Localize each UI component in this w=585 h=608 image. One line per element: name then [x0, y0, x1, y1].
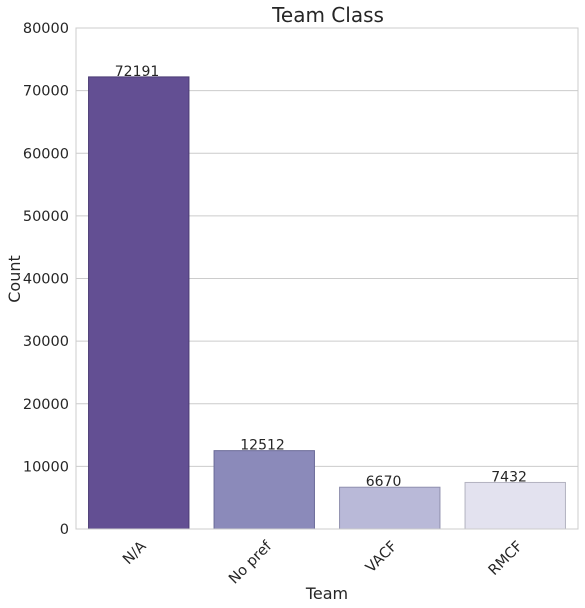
x-tick-label: VACF [363, 539, 401, 577]
x-axis-label: Team [305, 584, 348, 603]
y-tick-label: 50000 [23, 209, 69, 225]
y-tick-label: 60000 [23, 146, 69, 162]
plot-frame [75, 27, 579, 530]
bar-value-label: 6670 [366, 474, 402, 490]
y-tick-label: 30000 [23, 334, 69, 350]
y-tick-label: 0 [60, 522, 69, 538]
bar-value-label: 12512 [240, 438, 285, 454]
y-axis-ticks: 0 10000 20000 30000 40000 50000 60000 70000 8000… [23, 21, 69, 538]
data-labels: 72191 12512 6670 7432 [115, 64, 527, 490]
y-tick-label: 10000 [23, 459, 69, 475]
chart-title: Team Class [271, 3, 384, 27]
y-tick-label: 20000 [23, 397, 69, 413]
bar [88, 76, 190, 530]
bar [339, 486, 441, 530]
bar-value-label: 7432 [491, 469, 527, 485]
bar [213, 450, 315, 530]
y-tick-label: 70000 [23, 84, 69, 100]
bars [88, 76, 566, 530]
x-tick-label: N/A [120, 538, 150, 568]
y-axis-label: Count [5, 255, 24, 303]
y-tick-label: 40000 [23, 272, 69, 288]
bar-value-label: 72191 [115, 64, 160, 80]
x-axis-ticks: N/A No pref VACF RMCF [120, 538, 526, 588]
y-tick-label: 80000 [23, 21, 69, 37]
x-tick-label: No pref [226, 538, 276, 588]
x-tick-label: RMCF [486, 539, 526, 579]
bar [464, 481, 566, 530]
